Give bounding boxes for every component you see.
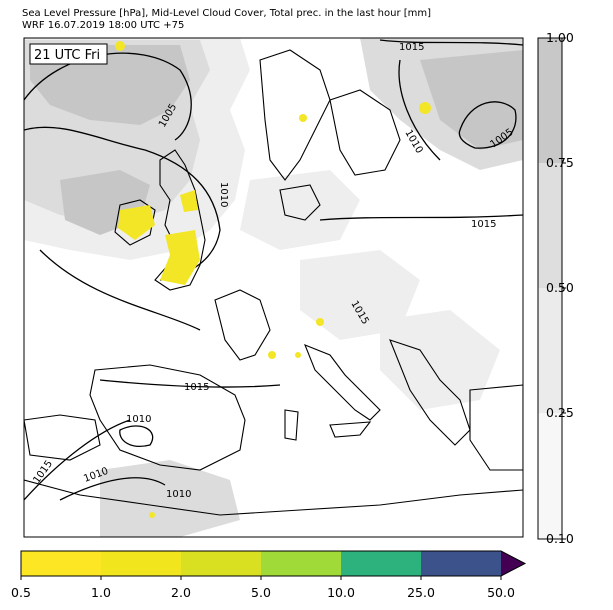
valid-time-box: 21 UTC Fri <box>29 43 108 65</box>
precip-africa <box>149 512 155 518</box>
cloud-area-atlantic-core <box>30 45 190 125</box>
coast-turkey <box>469 384 523 471</box>
precip-colorbar-tick-label: 10.0 <box>327 585 355 600</box>
isobar-1015-iberia <box>99 379 281 388</box>
precip-scotland <box>180 190 198 212</box>
precip-colorbar-segment <box>421 551 501 576</box>
isobar-1005-atlantic <box>24 52 192 141</box>
precip-colorbar-segment <box>341 551 421 576</box>
isobar-label: 1015 <box>184 382 209 393</box>
precip-colorbar-tick-label: 25.0 <box>407 585 435 600</box>
precip-colorbar-tick-label: 1.0 <box>91 585 111 600</box>
precip-colorbar-segment <box>181 551 261 576</box>
coast-sicily <box>329 421 372 438</box>
isobar-1010-east <box>398 59 441 161</box>
precip-colorbar-tick-label: 50.0 <box>487 585 515 600</box>
cloud-cover-colorbar <box>537 37 566 540</box>
coast-bay-of-biscay <box>214 289 271 361</box>
precip-colorbar-tick-label: 0.5 <box>11 585 31 600</box>
precip-colorbar-segment <box>21 551 101 576</box>
coast-denmark <box>279 184 321 221</box>
precip-norway <box>299 114 307 122</box>
precip-france-south <box>268 351 276 359</box>
precip-north-atlantic <box>115 41 125 51</box>
precip-colorbar-tick-label: 5.0 <box>251 585 271 600</box>
precip-finland <box>419 102 431 114</box>
cloud-area-russia <box>420 50 523 150</box>
precip-colorbar-extend-arrow <box>501 551 525 576</box>
isobar-1015-north <box>379 39 523 46</box>
cloud-area-balkans <box>380 310 500 410</box>
precip-alps <box>316 318 324 326</box>
run-subtitle: WRF 16.07.2019 18:00 UTC +75 <box>22 20 185 31</box>
coast-portugal-atlantic <box>24 414 101 461</box>
isobar-label: 1010 <box>218 182 229 207</box>
isobar-label: 1015 <box>399 42 424 53</box>
cloud-colorbar-segment <box>538 413 562 539</box>
cloud-colorbar-tick-label: 0.10 <box>546 531 574 546</box>
coast-sardinia <box>284 409 299 441</box>
cloud-colorbar-tick-label: 0.50 <box>546 280 574 295</box>
isobar-coastal <box>39 249 201 331</box>
cloud-colorbar-tick-label: 0.25 <box>546 405 574 420</box>
precip-colorbar-tick-label: 2.0 <box>171 585 191 600</box>
cloud-colorbar-segment <box>538 163 562 288</box>
cloud-colorbar-segment <box>538 288 562 413</box>
isobars <box>24 39 523 501</box>
coast-sweden-baltic <box>329 89 401 176</box>
precip-colorbar-frame <box>20 550 527 577</box>
isobar-1015-southwest <box>24 419 131 501</box>
isobar-1010-west <box>24 126 221 281</box>
isobar-1015-central <box>319 214 523 221</box>
valid-time-frame <box>29 43 108 65</box>
isobar-label: 1010 <box>126 414 151 425</box>
cloud-area-alps <box>300 250 420 340</box>
figure-title: Sea Level Pressure [hPa], Mid-Level Clou… <box>22 8 432 19</box>
precipitation-areas <box>115 41 431 518</box>
coast-norway <box>259 49 331 181</box>
precip-colorbar-segment <box>261 551 341 576</box>
coast-iberia <box>89 364 246 471</box>
valid-time-label: 21 UTC Fri <box>34 48 100 63</box>
coast-great-britain <box>154 149 206 291</box>
coast-north-africa <box>24 479 523 516</box>
cloud-colorbar-tick-label: 0.75 <box>546 155 574 170</box>
map-panel <box>24 38 523 537</box>
precip-britain <box>160 230 200 285</box>
cloud-area-germany <box>240 170 360 250</box>
map-frame <box>23 37 524 538</box>
cloud-colorbar-segment <box>538 38 562 163</box>
isobar-1010-africa <box>59 477 166 501</box>
precipitation-colorbar <box>20 550 527 580</box>
isobar-1005-east-low <box>458 101 517 149</box>
isobar-1010-iberia-low <box>119 425 154 447</box>
precip-colorbar-segment <box>101 551 181 576</box>
isobar-label: 1010 <box>166 489 191 500</box>
precip-ireland <box>118 205 155 240</box>
isobar-label: 1015 <box>471 219 496 230</box>
coast-italy <box>304 344 381 421</box>
coast-ireland <box>114 199 156 246</box>
cloud-area-north-africa <box>100 460 240 537</box>
cloud-colorbar-tick-label: 1.00 <box>546 30 574 45</box>
precip-italy-north <box>295 352 301 358</box>
coastlines <box>24 49 523 516</box>
